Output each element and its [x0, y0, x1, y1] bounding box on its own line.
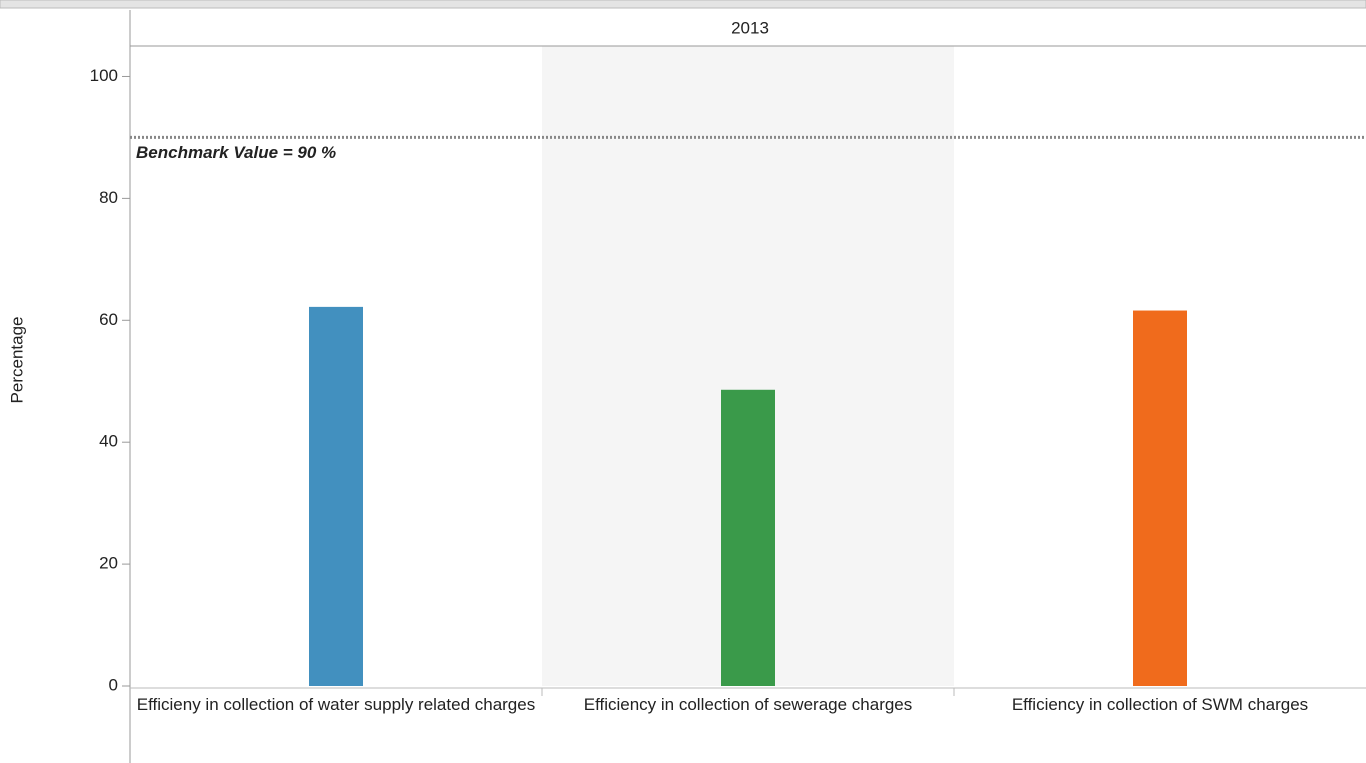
y-axis-label: Percentage	[7, 317, 26, 404]
y-tick-label: 60	[99, 310, 118, 329]
y-tick-label: 0	[109, 675, 118, 694]
x-tick-label: Efficiency in collection of sewerage cha…	[583, 695, 913, 714]
benchmark-label: Benchmark Value = 90 %	[136, 143, 336, 162]
x-tick-label: Efficieny in collection of water supply …	[136, 695, 536, 714]
top-strip	[0, 0, 1366, 9]
bar	[309, 306, 363, 686]
y-tick-label: 40	[99, 432, 118, 451]
y-tick-label: 100	[90, 66, 118, 85]
x-tick-label: Efficiency in collection of SWM charges	[1011, 695, 1309, 714]
bar	[1133, 310, 1187, 686]
panel-header: 2013	[731, 18, 769, 37]
y-tick-label: 80	[99, 188, 118, 207]
y-tick-label: 20	[99, 554, 118, 573]
bar	[721, 389, 775, 686]
